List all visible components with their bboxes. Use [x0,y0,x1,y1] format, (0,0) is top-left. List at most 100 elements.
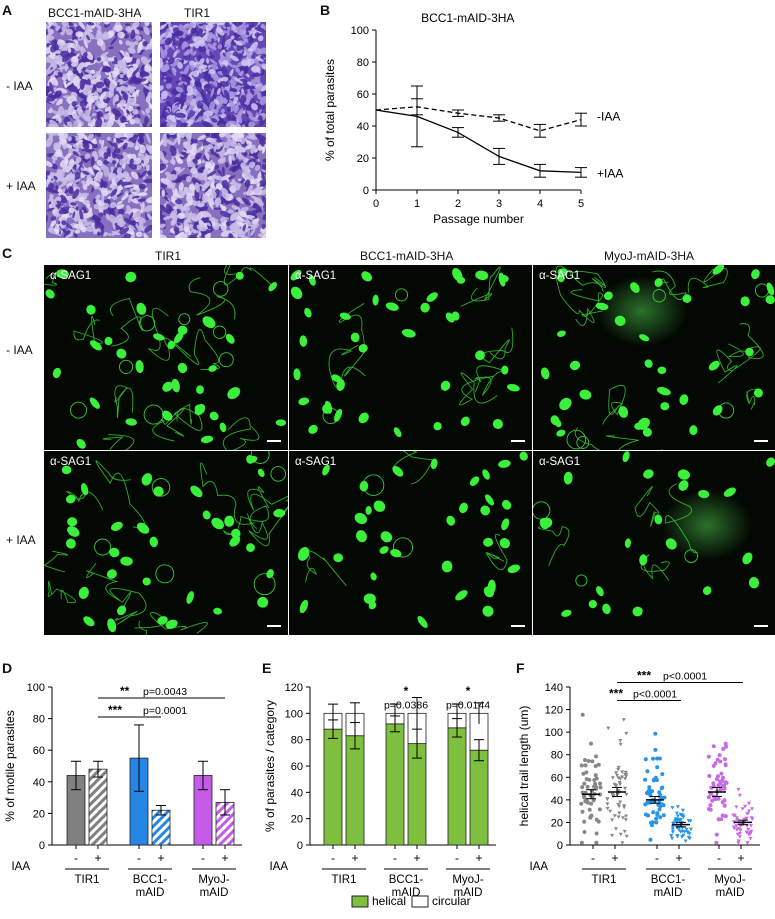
iaa-tick-label: - [74,851,78,865]
plaque-cell [46,85,52,93]
data-point [617,804,622,809]
plaque-cell [197,134,206,141]
plaque-cell [243,84,250,90]
plaque-cell [220,222,227,232]
plaque-cell [210,33,217,39]
plaque-cell [217,44,223,50]
plaque-cell [216,118,223,126]
background-haze [662,490,752,560]
plaque-cell [215,99,220,105]
plaque-cell [50,76,59,86]
plaque-cell [135,164,142,170]
plaque-cell [163,31,169,37]
plaque-cell [176,157,182,163]
parasite [273,508,286,518]
gliding-trail [727,323,764,359]
parasite [480,505,491,516]
plaque-cell [222,34,225,47]
plaque-cell [66,121,73,127]
gliding-trail [474,365,506,396]
circular-trail [155,564,175,584]
panel-letter-a: A [2,2,13,18]
p-value: p=0.0386 [384,699,428,711]
data-point [593,773,598,778]
plaque-cell [128,193,136,198]
plaque-cell [120,124,126,127]
parasite [299,335,308,347]
plaque-cell [160,140,164,148]
plaque-cell [215,175,223,181]
plaque-cell [254,164,261,171]
parasite [308,424,318,434]
plaque-cell [57,39,66,47]
plaque-cell [137,41,143,54]
plaque-cell [70,202,77,206]
data-point [715,757,720,762]
data-point [737,835,742,839]
plaque-cell [160,85,164,91]
trail-category-stacked-bar-chart: % of parasites / category 0 20 40 60 80 100 120… [263,682,496,908]
plaque-cell [90,156,95,167]
data-point [714,777,719,782]
parasite [142,577,151,586]
plaque-cell [160,57,164,69]
plaque-cell [50,216,57,222]
parasite [380,531,393,543]
parasite [751,269,760,280]
plaque-cell [215,183,223,191]
plaque-cell [111,79,118,87]
plaque-cell [72,188,80,200]
plaque-cell [183,49,193,56]
y-tick-label: 20 [33,808,45,820]
plaque-cell [135,231,143,238]
plaque-cell [252,224,256,234]
y-tick-label: 40 [551,795,563,807]
plaque-cell [218,157,226,162]
plaque-cell [196,224,207,232]
plaque-cell [129,41,136,49]
parasite [224,515,235,527]
parasite [194,404,205,414]
plaque-cell [229,55,239,62]
data-point [623,818,628,822]
plaque-cell [201,193,209,203]
data-point [745,841,750,845]
data-point [617,781,622,785]
data-point [596,762,601,767]
plaque-cell [194,152,203,159]
plaque-cell [184,23,195,29]
plaque-cell [211,133,218,137]
y-tick-label: 80 [33,714,45,726]
plaque-cell [216,138,222,143]
plaque-cell [46,160,53,167]
plaque-cell [166,174,178,181]
iaa-tick-label: + [413,851,420,865]
bar-helical [385,723,405,846]
parasite [339,312,351,320]
gliding-trail [393,451,435,485]
data-point [716,774,720,779]
plaque-cell [227,114,232,122]
plaque-cell [67,106,75,113]
plaque-cell [250,230,254,237]
plaque-cell [226,107,232,113]
data-point [735,828,739,832]
plaque-cell [95,220,105,230]
parasite [86,304,96,315]
fluorescence-field [533,451,775,617]
parasite [209,411,219,421]
plaque-cell [50,220,57,227]
y-tick-label: 60 [291,761,303,773]
plaque-cell [88,167,95,176]
group-label: TIR1 [592,874,617,886]
plaque-cell [193,234,198,238]
parasite [519,451,528,461]
parasite [766,282,775,296]
plaque-cell [228,91,235,97]
data-point [586,759,591,763]
y-tick-label: 80 [551,750,563,762]
data-point [621,816,625,820]
gliding-trail [328,344,366,389]
plaque-cell [235,158,242,170]
data-point [736,841,741,845]
